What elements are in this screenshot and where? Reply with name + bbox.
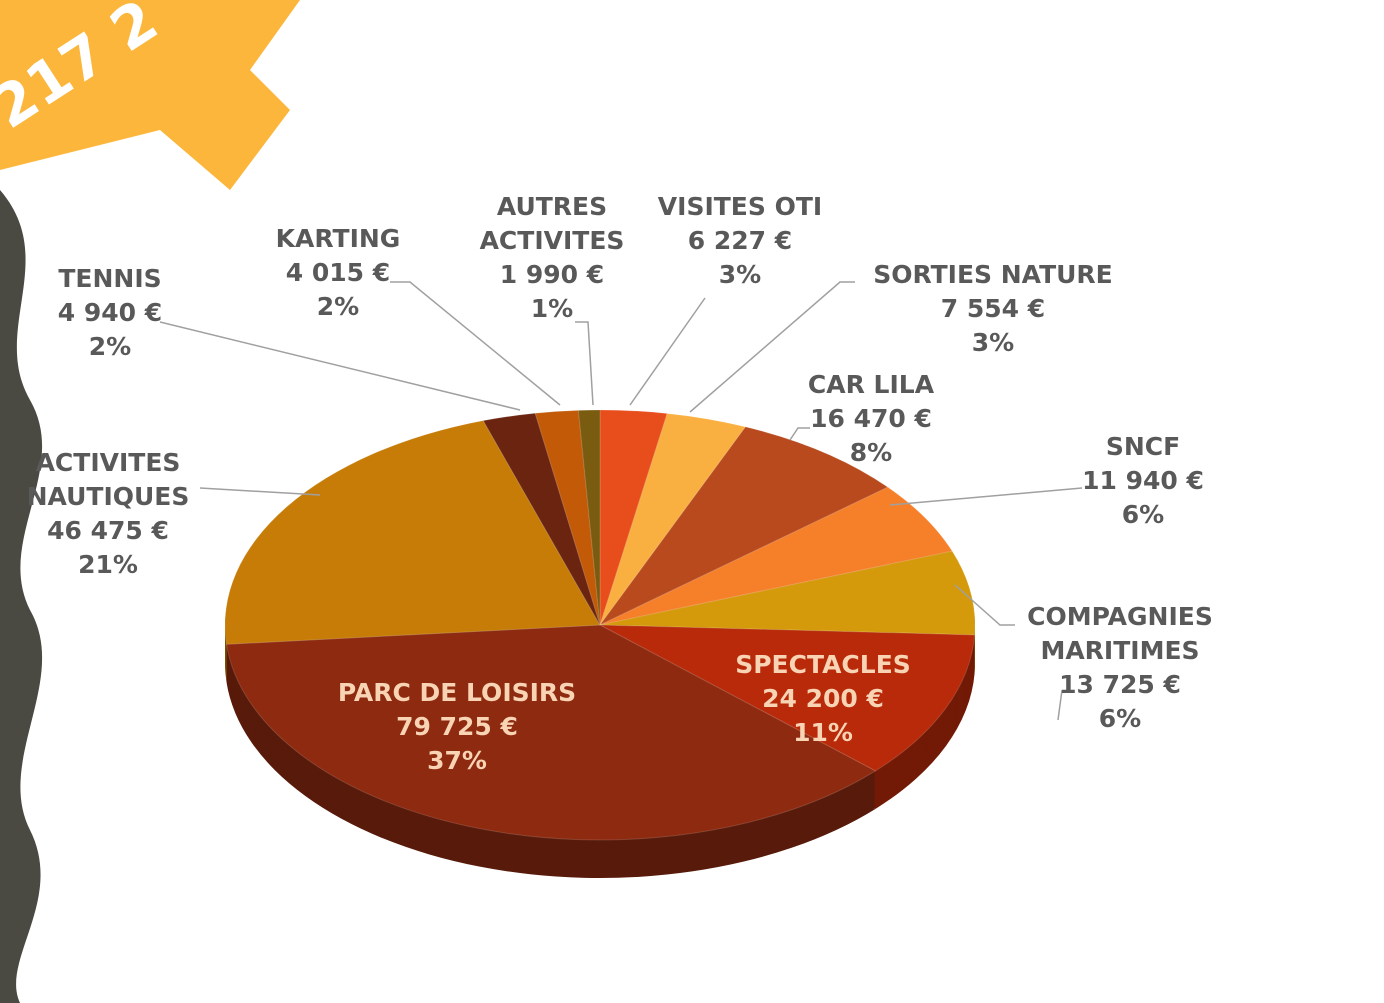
leader-line <box>689 281 855 413</box>
slice <box>599 550 976 636</box>
label-name: PARC DE LOISIRS <box>337 678 577 707</box>
leader-line <box>575 321 594 406</box>
slice <box>599 412 747 626</box>
label-percent: 37% <box>427 746 487 775</box>
label-name: TENNIS <box>58 264 162 293</box>
label-name: COMPAGNIES MARITIMES <box>1027 602 1213 665</box>
label-value: 11 940 € <box>1082 466 1204 495</box>
slice <box>482 412 601 626</box>
label-name: KARTING <box>275 224 401 253</box>
slice <box>599 426 889 626</box>
label-value: 16 470 € <box>810 404 932 433</box>
label-value: 1 990 € <box>499 260 605 289</box>
label-percent: 3% <box>971 328 1015 357</box>
slice <box>534 409 601 626</box>
label-name: VISITES OTI <box>657 192 823 221</box>
leaders <box>159 281 1083 721</box>
leader-line <box>954 584 1015 626</box>
slice <box>599 486 953 626</box>
label-value: 79 725 € <box>396 712 518 741</box>
label-percent: 6% <box>1098 704 1142 733</box>
side-wave <box>0 190 43 1003</box>
label-value: 46 475 € <box>47 516 169 545</box>
slice-label: VISITES OTI 6 227 € 3% <box>630 190 850 292</box>
label-percent: 8% <box>849 438 893 467</box>
leader-line <box>159 321 521 411</box>
slice <box>599 409 668 626</box>
label-value: 4 940 € <box>57 298 163 327</box>
label-value: 13 725 € <box>1059 670 1181 699</box>
label-percent: 1% <box>530 294 574 323</box>
slice-label: CAR LILA 16 470 € 8% <box>771 368 971 470</box>
pie <box>224 409 976 878</box>
label-value: 6 227 € <box>687 226 793 255</box>
slice-label: ACTIVITES NAUTIQUES 46 475 € 21% <box>8 446 208 582</box>
label-percent: 6% <box>1121 500 1165 529</box>
slice <box>225 624 877 841</box>
banner-shape <box>0 0 300 190</box>
leader-line <box>789 427 810 441</box>
slice-label: TENNIS 4 940 € 2% <box>35 262 185 364</box>
slice <box>224 420 601 645</box>
label-value: 7 554 € <box>940 294 1046 323</box>
label-name: SPECTACLES <box>735 650 911 679</box>
label-percent: 11% <box>793 718 853 747</box>
slice-label: AUTRES ACTIVITES 1 990 € 1% <box>462 190 642 326</box>
label-value: 24 200 € <box>762 684 884 713</box>
slice-label: COMPAGNIES MARITIMES 13 725 € 6% <box>1015 600 1225 736</box>
label-value: 4 015 € <box>285 258 391 287</box>
slice-label: SPECTACLES 24 200 € 11% <box>703 648 943 750</box>
label-percent: 2% <box>88 332 132 361</box>
label-percent: 3% <box>718 260 762 289</box>
slice <box>577 409 601 626</box>
label-name: SNCF <box>1105 432 1181 461</box>
slice-label: PARC DE LOISIRS 79 725 € 37% <box>307 676 607 778</box>
label-name: CAR LILA <box>807 370 935 399</box>
label-name: AUTRES ACTIVITES <box>479 192 625 255</box>
leader-line <box>390 281 561 406</box>
label-percent: 21% <box>78 550 138 579</box>
leader-line <box>199 487 321 496</box>
leader-line <box>1057 689 1063 721</box>
label-percent: 2% <box>316 292 360 321</box>
label-name: SORTIES NATURE <box>873 260 1113 289</box>
leader-line <box>629 297 706 406</box>
slice-label: SNCF 11 940 € 6% <box>1068 430 1218 532</box>
leader-line <box>889 487 1083 506</box>
slice-label: KARTING 4 015 € 2% <box>258 222 418 324</box>
label-name: ACTIVITES NAUTIQUES <box>26 448 190 511</box>
slice-label: SORTIES NATURE 7 554 € 3% <box>843 258 1143 360</box>
slice <box>599 624 976 772</box>
